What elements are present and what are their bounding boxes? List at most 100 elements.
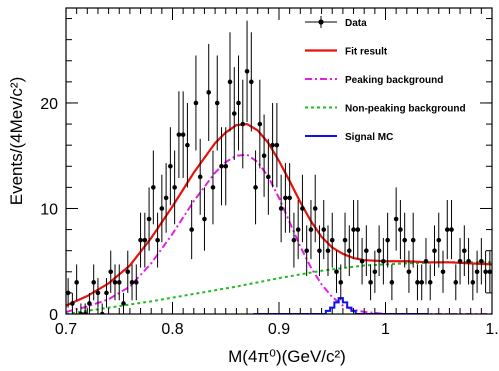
data-point: [355, 200, 361, 260]
data-point-marker: [240, 121, 246, 127]
data-point-marker: [236, 100, 241, 106]
data-point-marker: [304, 248, 309, 253]
series-nonpeaking-line: [66, 261, 492, 314]
data-point: [453, 264, 459, 301]
data-point: [338, 264, 344, 301]
data-point: [249, 32, 254, 132]
data-point: [206, 43, 212, 141]
x-axis-ticks: 0.7 0.8 0.9 1 1.: [55, 8, 499, 338]
data-point: [440, 250, 446, 293]
data-point: [444, 200, 450, 260]
data-point-marker: [95, 290, 101, 296]
legend-label: Signal MC: [345, 132, 393, 143]
y-axis-ticks: 0 10 20: [40, 18, 492, 324]
data-point-marker: [253, 185, 258, 190]
data-point: [389, 264, 395, 301]
data-point-marker: [423, 258, 429, 264]
data-point-marker: [129, 280, 135, 285]
data-point: [227, 32, 233, 132]
legend-label: Peaking background: [345, 75, 443, 86]
legend-label: Fit result: [345, 47, 388, 58]
data-point-marker: [410, 237, 416, 243]
data-point: [287, 163, 292, 233]
data-point-marker: [278, 206, 284, 211]
data-point-marker: [193, 100, 199, 106]
data-point-marker: [406, 269, 412, 275]
data-point: [197, 138, 203, 215]
data-point-marker: [231, 111, 237, 116]
data-point-marker: [168, 163, 173, 169]
data-point: [402, 212, 407, 268]
x-tick-label: 0.7: [55, 321, 77, 338]
data-point: [274, 102, 280, 188]
data-point: [155, 212, 160, 268]
data-point: [133, 264, 139, 301]
legend-item-peaking: Peaking background: [305, 75, 443, 86]
data-point-marker: [287, 195, 292, 201]
data-point: [436, 212, 442, 268]
data-point-marker: [116, 280, 122, 285]
data-point: [457, 238, 463, 285]
data-point-marker: [393, 216, 399, 222]
data-point-marker: [385, 237, 390, 243]
data-point: [74, 264, 79, 301]
data-point: [376, 225, 382, 277]
data-point: [176, 91, 182, 178]
data-point-marker: [210, 185, 216, 190]
data-point-marker: [219, 163, 224, 169]
legend-item-nonpeaking: Non-peaking background: [305, 104, 466, 115]
data-point-marker: [108, 269, 114, 275]
data-point-marker: [112, 280, 118, 285]
data-point: [381, 238, 386, 285]
data-point-marker: [449, 227, 454, 232]
data-point: [419, 264, 425, 301]
data-point-marker: [483, 269, 488, 275]
x-axis-label: M(4π⁰)(GeV/c²): [228, 347, 346, 366]
data-point-marker: [155, 237, 160, 243]
data-point-marker: [364, 248, 369, 253]
data-point-marker: [398, 227, 403, 232]
data-point-marker: [457, 258, 463, 264]
data-point-marker: [351, 227, 356, 232]
data-point: [189, 200, 194, 260]
x-tick-label: 0.8: [161, 321, 183, 338]
data-point: [423, 238, 429, 285]
legend-label: Data: [345, 18, 367, 29]
data-point: [342, 212, 348, 268]
data-point: [346, 225, 352, 277]
data-point: [87, 292, 92, 314]
x-tick-label: 1: [381, 321, 390, 338]
data-point: [95, 278, 101, 308]
data-point: [317, 225, 322, 277]
data-point-marker: [368, 280, 373, 285]
data-point: [462, 225, 467, 277]
data-point: [244, 20, 250, 122]
data-point: [449, 200, 454, 260]
data-point: [312, 174, 318, 243]
data-point: [91, 264, 96, 301]
data-point-marker: [180, 132, 186, 137]
data-point: [372, 250, 378, 293]
data-point-marker: [376, 248, 382, 253]
data-point-marker: [249, 79, 254, 85]
y-tick-label: 20: [40, 96, 58, 113]
data-point-marker: [381, 258, 386, 264]
data-point: [410, 212, 416, 268]
data-point: [432, 225, 437, 277]
data-point: [236, 55, 241, 151]
data-point-marker: [87, 301, 92, 306]
data-point-marker: [70, 301, 75, 306]
data-point: [385, 212, 390, 268]
data-point: [193, 55, 199, 151]
data-point-marker: [163, 195, 169, 201]
data-point: [300, 174, 305, 243]
data-point: [415, 264, 420, 301]
data-point: [151, 150, 156, 225]
legend-item-fit: Fit result: [305, 47, 388, 58]
data-point: [261, 114, 267, 197]
data-point: [295, 200, 301, 260]
data-point: [116, 264, 122, 301]
series-peaking-line: [66, 153, 492, 314]
data-point: [70, 292, 75, 314]
legend-data-marker: [318, 19, 324, 25]
